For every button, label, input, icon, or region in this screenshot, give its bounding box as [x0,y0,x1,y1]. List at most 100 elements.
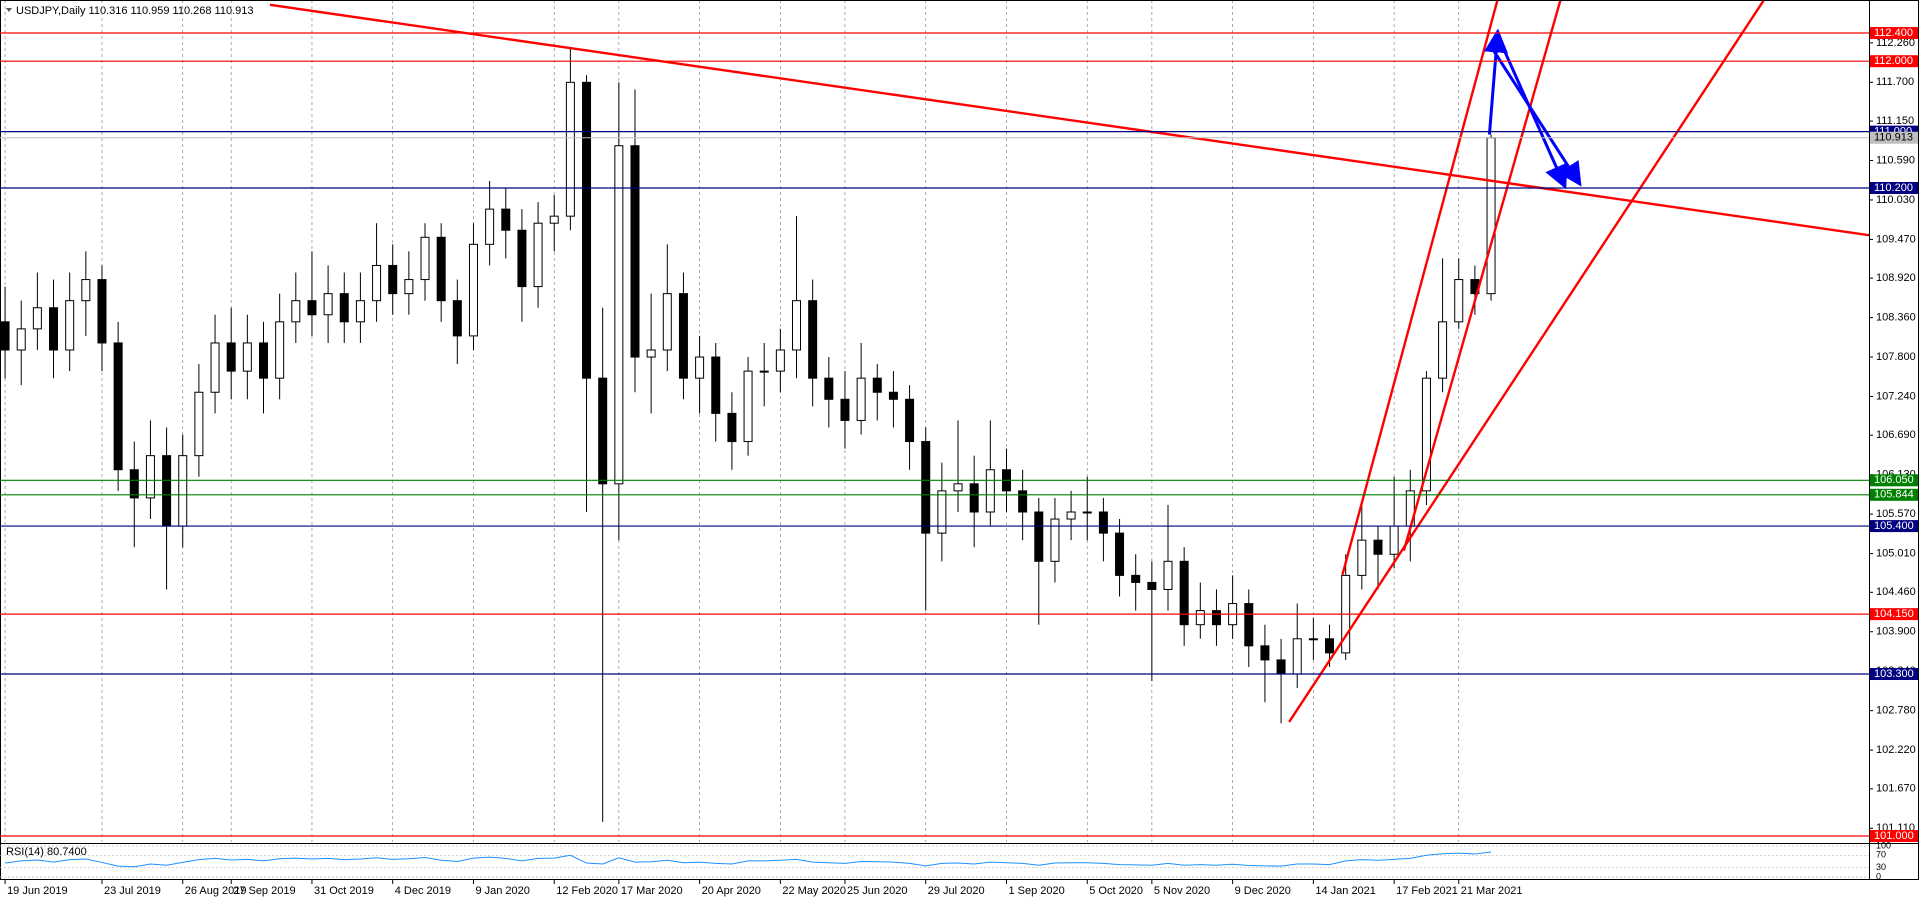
rsi-tick-label: 100 [1876,840,1891,850]
y-tick-label: 105.570 [1876,508,1916,520]
candle-body [1357,539,1367,576]
y-tick-label: 105.010 [1876,547,1916,559]
candle-body [792,300,802,351]
current-price-bg [1870,131,1918,144]
trend-line [1402,1,1562,552]
x-tick-label: 9 Dec 2020 [1235,885,1291,897]
candle-body [662,293,672,351]
level-label: 105.844 [1874,489,1914,501]
candle-body [339,293,349,323]
candle-body [1308,638,1318,641]
candle-body [565,81,575,217]
arrow [1491,48,1582,187]
candle-body [210,342,220,393]
y-tick-label: 102.780 [1876,705,1916,717]
candle-body [533,222,543,288]
candle-body [501,208,511,231]
x-tick-label: 26 Aug 2019 [185,885,247,897]
candle-body [436,236,446,302]
y-tick-label: 104.460 [1876,586,1916,598]
candle-body [937,490,947,534]
rsi-tick-label: 70 [1876,850,1886,860]
y-tick-label: 107.240 [1876,390,1916,402]
candle-body [614,145,624,485]
level-label: 104.150 [1874,608,1914,620]
candle-body [1454,279,1464,323]
y-tick-label: 110.590 [1876,154,1915,166]
candle-body [388,264,398,295]
candle-body [759,370,769,373]
x-tick-label: 1 Sep 2020 [1008,885,1064,897]
y-tick-label: 101.670 [1876,783,1916,795]
x-tick-label: 29 Jul 2020 [928,885,985,897]
level-label: 112.400 [1874,27,1913,39]
candle-body [582,81,592,379]
candle-body [65,300,75,351]
candle-body [1034,511,1044,562]
candle-body [1115,532,1125,576]
candle-body [905,398,915,443]
plot-area [1,1,1869,842]
trend-line [1288,1,1765,723]
y-tick-label: 107.800 [1876,351,1916,363]
candle-body [275,321,285,379]
candle-body [630,145,640,358]
x-tick-label: 4 Dec 2019 [395,885,451,897]
candle-body [97,279,107,344]
y-tick-label: 110.030 [1876,194,1915,206]
candle-body [824,377,834,400]
candle-body [242,342,252,372]
candle-body [323,293,333,316]
candle-body [921,441,931,534]
arrow [1484,28,1509,135]
candle-body [1082,511,1092,514]
level-label-bg [1870,474,1918,487]
candle-body [1325,638,1335,654]
candle-body [81,279,91,302]
x-tick-label: 17 Feb 2021 [1396,885,1458,897]
candle-body [549,215,559,224]
current-price-label: 110.913 [1874,132,1913,144]
x-tick-label: 27 Sep 2019 [233,885,295,897]
level-label: 110.200 [1874,182,1913,194]
x-tick-label: 20 Apr 2020 [702,885,761,897]
frame [0,0,1919,880]
rsi-line [5,851,1492,868]
candle-body [808,300,818,379]
candle-body [969,483,979,513]
candle-body [1163,560,1173,590]
x-tick-label: 22 May 2020 [782,885,846,897]
candle-body [888,391,898,400]
candle-body [194,391,204,457]
candle-body [129,469,139,499]
y-tick-label: 108.920 [1876,272,1916,284]
candle-body [856,377,866,421]
candle-body [291,300,301,323]
level-label-bg [1870,125,1918,138]
level-label: 101.000 [1874,830,1914,842]
chart-header: USDJPY,Daily 110.316 110.959 110.268 110… [16,5,254,17]
candle-body [226,342,236,372]
level-label-bg [1870,608,1918,621]
candle-body [307,300,317,316]
candle-body [372,264,382,302]
trend-line [269,3,1869,237]
y-tick-label: 111.150 [1876,115,1914,127]
y-tick-label: 103.900 [1876,626,1916,638]
collapse-icon [6,8,12,12]
level-label-bg [1870,488,1918,501]
level-label-bg [1870,668,1918,681]
candle-body [420,236,430,281]
x-tick-label: 19 Jun 2019 [7,885,68,897]
candle-body [598,377,608,485]
candle-body [1050,518,1060,562]
candle-body [355,300,365,323]
y-tick-label: 108.360 [1876,311,1916,323]
x-tick-label: 14 Jan 2021 [1315,885,1376,897]
y-tick-label: 112.260 [1876,37,1915,49]
level-label-bg [1870,55,1918,68]
level-label: 103.300 [1874,668,1914,680]
candle-body [404,279,414,295]
candle-body [1373,539,1383,555]
